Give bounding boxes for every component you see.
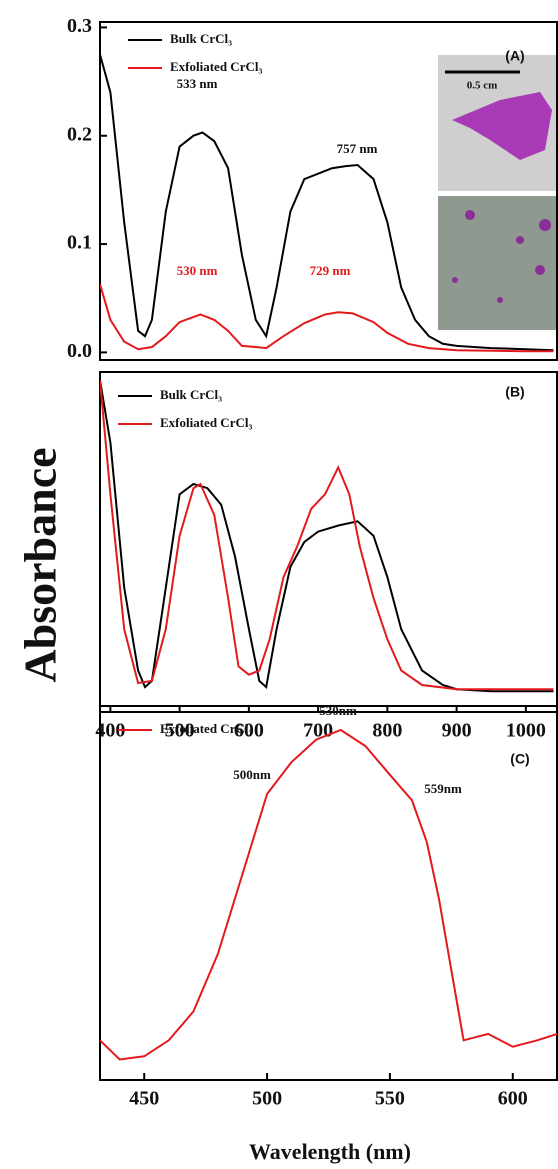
x-tick-label: 450 xyxy=(129,1088,159,1110)
y-tick-label: 0.1 xyxy=(67,232,92,254)
plot-frame xyxy=(99,371,558,713)
panel-label: (A) xyxy=(505,48,524,64)
plot-frame xyxy=(99,21,558,361)
data-line xyxy=(100,54,554,352)
legend-label: Exfoliated CrCl₃ xyxy=(160,721,252,736)
x-tick-label: 600 xyxy=(498,1088,528,1110)
annotation: 533 nm xyxy=(177,76,218,91)
inset-flake xyxy=(452,277,458,283)
x-tick-label: 400 xyxy=(95,720,125,742)
y-tick-label: 0.2 xyxy=(67,123,92,145)
x-tick-label: 1000 xyxy=(506,720,546,742)
annotation: 757 nm xyxy=(337,141,378,156)
x-tick-label: 600 xyxy=(234,720,264,742)
y-axis-label: Absorbance xyxy=(15,447,66,682)
panel-label: (B) xyxy=(505,384,524,400)
panel-label: (C) xyxy=(510,751,529,767)
x-tick-label: 550 xyxy=(375,1088,405,1110)
x-axis-label: Wavelength (nm) xyxy=(249,1139,411,1164)
inset-flake xyxy=(516,236,524,244)
x-tick-label: 500 xyxy=(165,720,195,742)
data-line xyxy=(100,380,554,691)
data-line xyxy=(100,283,554,353)
inset-flake xyxy=(452,92,552,160)
inset-flake xyxy=(497,297,503,303)
x-tick-label: 900 xyxy=(442,720,472,742)
annotation: 530 nm xyxy=(177,263,218,278)
x-tick-label: 800 xyxy=(372,720,402,742)
data-line xyxy=(100,728,557,1061)
inset-photo xyxy=(438,196,557,330)
inset-flake xyxy=(465,210,475,220)
annotation: 530nm xyxy=(319,703,357,718)
legend-label: Bulk CrCl₃ xyxy=(160,387,222,402)
x-tick-label: 500 xyxy=(252,1088,282,1110)
inset-flake xyxy=(539,219,551,231)
annotation: 729 nm xyxy=(310,263,351,278)
legend-label: Exfoliated CrCl₃ xyxy=(160,415,252,430)
scale-label: 0.5 cm xyxy=(467,80,498,92)
annotation: 559nm xyxy=(424,781,462,796)
y-tick-label: 0.3 xyxy=(67,15,92,37)
annotation: 500nm xyxy=(233,767,271,782)
inset-flake xyxy=(535,265,545,275)
plot-frame xyxy=(99,705,558,1081)
y-tick-label: 0.0 xyxy=(67,340,92,362)
legend-label: Bulk CrCl₃ xyxy=(170,31,232,46)
legend-label: Exfoliated CrCl₃ xyxy=(170,59,262,74)
